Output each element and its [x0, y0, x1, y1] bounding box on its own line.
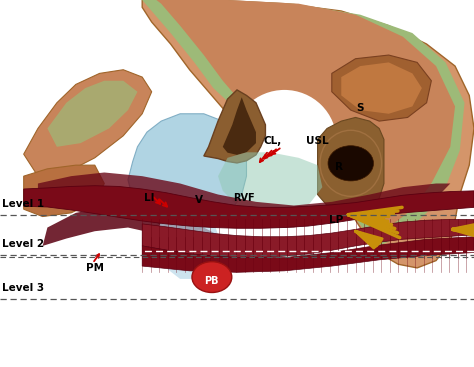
Polygon shape — [24, 165, 104, 217]
Polygon shape — [204, 90, 265, 163]
Text: S: S — [356, 103, 364, 113]
Circle shape — [328, 146, 374, 181]
Text: LP: LP — [329, 215, 344, 225]
Polygon shape — [24, 186, 474, 228]
Text: CL,: CL, — [264, 136, 282, 146]
Polygon shape — [341, 62, 422, 114]
Text: PM: PM — [86, 263, 104, 273]
Text: PB: PB — [204, 276, 218, 286]
Polygon shape — [223, 97, 256, 155]
Polygon shape — [128, 114, 246, 231]
Text: RVF: RVF — [233, 193, 255, 203]
Text: R: R — [335, 162, 343, 172]
Polygon shape — [156, 206, 218, 279]
Polygon shape — [142, 0, 465, 246]
Text: V: V — [195, 195, 203, 205]
Polygon shape — [332, 55, 431, 121]
Polygon shape — [142, 219, 474, 258]
Polygon shape — [47, 81, 137, 147]
Polygon shape — [24, 70, 152, 176]
Polygon shape — [218, 152, 322, 213]
Ellipse shape — [232, 90, 337, 193]
Polygon shape — [38, 172, 450, 228]
Polygon shape — [142, 0, 474, 268]
Polygon shape — [318, 117, 384, 213]
Text: Level 1: Level 1 — [2, 199, 45, 209]
Text: USL: USL — [306, 136, 328, 146]
Polygon shape — [156, 0, 455, 228]
Text: Level 3: Level 3 — [2, 283, 45, 293]
Text: LI: LI — [144, 193, 155, 203]
Polygon shape — [43, 206, 237, 268]
Text: Level 2: Level 2 — [2, 239, 45, 249]
Circle shape — [192, 262, 232, 292]
Polygon shape — [142, 237, 474, 272]
